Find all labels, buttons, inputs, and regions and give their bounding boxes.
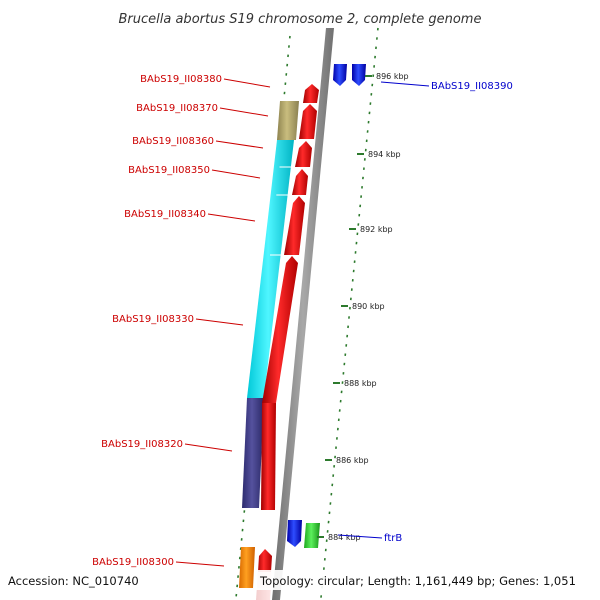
scale-tick-label: 886 kbp — [336, 456, 369, 465]
gene-arrow-BAbS19_II08330-strand[interactable] — [262, 256, 298, 403]
gene-label[interactable]: BAbS19_II08370 — [136, 103, 218, 114]
gene-label[interactable]: BAbS19_II08380 — [140, 74, 222, 85]
inner-scale-dashes — [320, 27, 379, 598]
gene-label[interactable]: BAbS19_II08350 — [128, 165, 210, 176]
gene-block-BAbS19_II08370[interactable] — [277, 101, 299, 140]
gene-block-BAbS19_II08360-08330[interactable] — [247, 140, 294, 398]
scale-ticks: 896 kbp 894 kbp 892 kbp 890 kbp 888 kbp 886 k… — [317, 72, 409, 542]
gene-arrow-BAbS19_II08360-strand[interactable] — [295, 141, 312, 167]
gene-block-BAbS19_II08320[interactable] — [242, 398, 264, 508]
gene-arrow-BAbS19_II08370-strand[interactable] — [299, 104, 317, 139]
gene-label[interactable]: ftrB — [384, 533, 402, 544]
gene-label[interactable]: BAbS19_II08300 — [92, 557, 174, 568]
gene-arrow-BAbS19_II08340-strand[interactable] — [284, 196, 305, 255]
gene-label[interactable]: BAbS19_II08360 — [132, 136, 214, 147]
gene-arrow-ftrB-a[interactable] — [287, 520, 302, 547]
scale-tick-label: 884 kbp — [328, 533, 361, 542]
gene-block-ftrB[interactable] — [304, 523, 320, 548]
gene-arrow-BAbS19_II08380[interactable] — [303, 84, 319, 103]
gene-label-leader — [380, 81, 430, 87]
scale-tick-label: 896 kbp — [376, 72, 409, 81]
scale-tick-label: 892 kbp — [360, 225, 393, 234]
gene-label[interactable]: BAbS19_II08340 — [124, 209, 206, 220]
gene-label[interactable]: BAbS19_II08330 — [112, 314, 194, 325]
accession-text: Accession: NC_010740 — [8, 574, 139, 588]
gene-label-leader — [211, 169, 261, 179]
scale-tick-label: 894 kbp — [368, 150, 401, 159]
gene-label-leader — [184, 443, 233, 452]
gene-arrow-BAbS19_II08350-strand[interactable] — [292, 169, 308, 195]
gene-label[interactable]: BAbS19_II08390 — [431, 81, 513, 92]
gene-label-leader — [223, 78, 271, 88]
summary-bg — [256, 570, 596, 590]
chromosome-backbone — [272, 28, 334, 600]
gene-labels: BAbS19_II08380 BAbS19_II08370 BAbS19_II083… — [92, 74, 513, 568]
accession-bg — [4, 570, 154, 590]
gene-label-leader — [337, 534, 383, 539]
gene-arrow-BAbS19_II08320-strand[interactable] — [261, 403, 276, 510]
gene-features — [239, 64, 366, 600]
gene-label[interactable]: BAbS19_II08320 — [101, 439, 183, 450]
scale-tick-label: 888 kbp — [344, 379, 377, 388]
gene-label-leader — [175, 561, 225, 567]
gene-label-leader — [195, 318, 244, 326]
gene-arrow-BAbS19_II08390[interactable] — [333, 64, 347, 86]
map-title: Brucella abortus S19 chromosome 2, compl… — [119, 12, 482, 27]
genome-summary-text: Topology: circular; Length: 1,161,449 bp… — [259, 574, 576, 588]
scale-tick-label: 890 kbp — [352, 302, 385, 311]
gene-arrow-BAbS19_II08390b[interactable] — [352, 64, 366, 86]
gene-label-leader — [215, 140, 264, 149]
gene-label-leader — [219, 107, 269, 117]
gene-label-leader — [207, 213, 256, 222]
gene-block-BAbS19_II08300[interactable] — [239, 547, 255, 588]
